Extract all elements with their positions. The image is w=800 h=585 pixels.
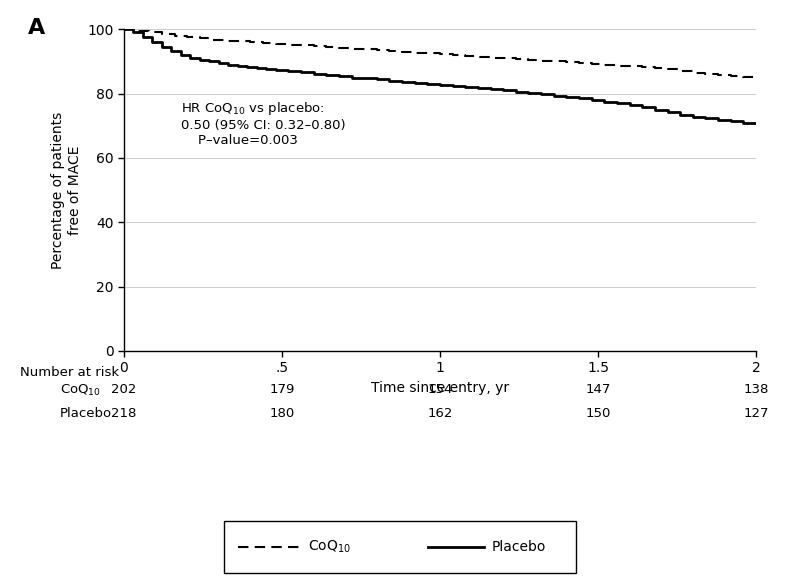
Text: 127: 127 — [743, 407, 769, 419]
FancyBboxPatch shape — [224, 521, 576, 573]
Text: 180: 180 — [270, 407, 294, 419]
Text: 147: 147 — [586, 383, 610, 396]
Text: Placebo: Placebo — [491, 540, 546, 554]
Text: 218: 218 — [111, 407, 137, 419]
Text: 138: 138 — [743, 383, 769, 396]
Text: 154: 154 — [427, 383, 453, 396]
Text: HR CoQ$_{10}$ vs placebo:
0.50 (95% CI: 0.32–0.80)
    P–value=0.003: HR CoQ$_{10}$ vs placebo: 0.50 (95% CI: … — [181, 100, 346, 147]
Text: A: A — [28, 18, 46, 37]
Text: Placebo: Placebo — [60, 407, 112, 419]
Text: 162: 162 — [427, 407, 453, 419]
Text: 150: 150 — [586, 407, 610, 419]
Y-axis label: Percentage of patients
free of MACE: Percentage of patients free of MACE — [51, 112, 82, 269]
Text: 202: 202 — [111, 383, 137, 396]
Text: 179: 179 — [270, 383, 294, 396]
Text: CoQ$_{10}$: CoQ$_{10}$ — [309, 539, 351, 555]
X-axis label: Time since entry, yr: Time since entry, yr — [371, 381, 509, 395]
Text: Number at risk: Number at risk — [20, 366, 119, 378]
Text: CoQ$_{10}$: CoQ$_{10}$ — [60, 383, 101, 398]
